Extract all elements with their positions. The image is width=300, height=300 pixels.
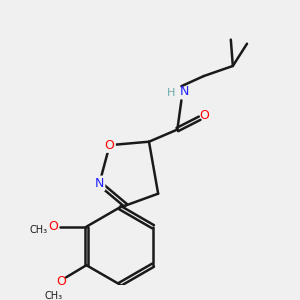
- Text: O: O: [200, 109, 209, 122]
- Text: N: N: [180, 85, 189, 98]
- Text: CH₃: CH₃: [30, 224, 48, 235]
- Text: N: N: [95, 177, 104, 190]
- Text: O: O: [48, 220, 58, 233]
- Text: O: O: [105, 139, 115, 152]
- Text: O: O: [56, 275, 66, 288]
- Text: H: H: [167, 88, 176, 98]
- Text: CH₃: CH₃: [45, 291, 63, 300]
